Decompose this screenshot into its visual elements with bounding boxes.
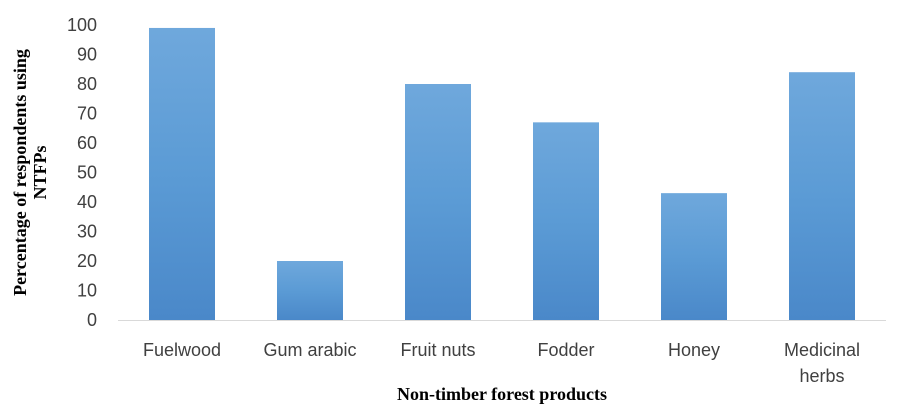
- x-tick-label: Medicinal herbs: [784, 340, 860, 386]
- bars: [149, 27, 855, 320]
- bar-medicinal-herbs: [789, 72, 855, 320]
- bar-fuelwood: [149, 27, 215, 320]
- y-tick-label: 10: [77, 281, 97, 301]
- bar-gum-arabic: [277, 261, 343, 320]
- x-tick-label: Fodder: [537, 340, 594, 360]
- x-axis-title: Non-timber forest products: [397, 384, 607, 404]
- y-axis-tick-labels: 0 10 20 30 40 50 60 70 80 90 100: [67, 15, 97, 330]
- y-axis-title: Percentage of respondents usingNTFPs: [10, 49, 50, 296]
- y-tick-label: 70: [77, 104, 97, 124]
- x-axis-tick-labels: Fuelwood Gum arabic Fruit nuts Fodder Honey M…: [143, 340, 860, 386]
- y-tick-label: 90: [77, 45, 97, 65]
- y-tick-label: 50: [77, 163, 97, 183]
- bar-honey: [661, 193, 727, 320]
- bar-fodder: [533, 122, 599, 320]
- y-tick-label: 60: [77, 133, 97, 153]
- y-tick-label: 20: [77, 251, 97, 271]
- bar-fruit-nuts: [405, 84, 471, 320]
- y-tick-label: 100: [67, 15, 97, 35]
- x-tick-label: Fuelwood: [143, 340, 221, 360]
- x-tick-label: Honey: [668, 340, 720, 360]
- x-tick-label: Fruit nuts: [400, 340, 475, 360]
- y-tick-label: 80: [77, 74, 97, 94]
- y-tick-label: 40: [77, 192, 97, 212]
- y-tick-label: 30: [77, 222, 97, 242]
- y-tick-label: 0: [87, 310, 97, 330]
- x-tick-label: Gum arabic: [263, 340, 356, 360]
